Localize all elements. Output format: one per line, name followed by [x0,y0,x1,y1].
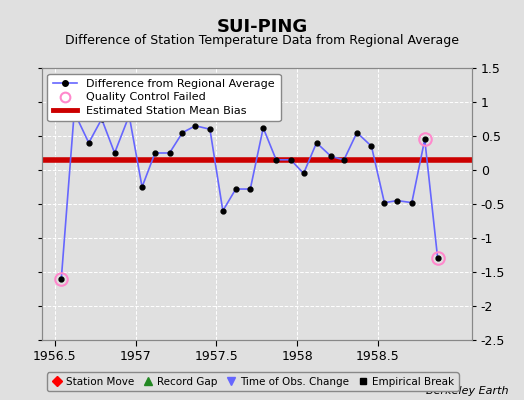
Legend: Station Move, Record Gap, Time of Obs. Change, Empirical Break: Station Move, Record Gap, Time of Obs. C… [47,372,458,391]
Text: Berkeley Earth: Berkeley Earth [426,386,508,396]
Text: Difference of Station Temperature Data from Regional Average: Difference of Station Temperature Data f… [65,34,459,47]
Legend: Difference from Regional Average, Quality Control Failed, Estimated Station Mean: Difference from Regional Average, Qualit… [48,74,280,121]
Text: SUI-PING: SUI-PING [216,18,308,36]
